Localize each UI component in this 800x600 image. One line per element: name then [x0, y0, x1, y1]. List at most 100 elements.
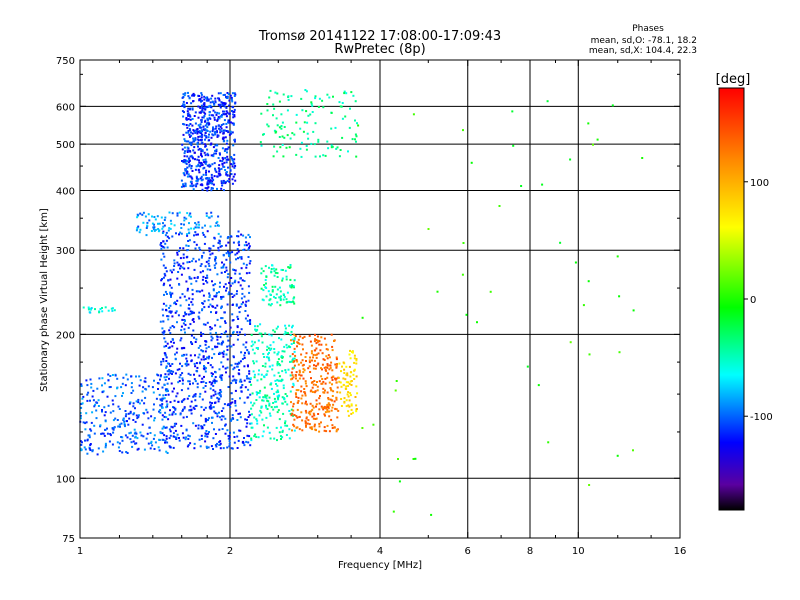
echo-point	[186, 287, 189, 290]
echo-point	[190, 342, 193, 345]
echo-point	[222, 94, 225, 96]
echo-point	[159, 409, 162, 411]
echo-point	[132, 413, 135, 416]
echo-point	[273, 406, 276, 409]
echo-point	[226, 139, 229, 142]
echo-point	[224, 432, 227, 435]
echo-point	[291, 132, 294, 135]
echo-point	[195, 185, 198, 188]
echo-point	[236, 290, 238, 293]
echo-point	[240, 328, 243, 331]
echo-point	[93, 432, 96, 435]
echo-point	[213, 103, 216, 106]
echo-point	[231, 182, 234, 185]
echo-point	[180, 400, 183, 403]
echo-point	[201, 398, 204, 401]
echo-point	[310, 350, 313, 353]
echo-point	[282, 93, 285, 96]
echo-point	[227, 252, 230, 255]
echo-point	[234, 404, 237, 407]
echo-point	[281, 279, 284, 282]
echo-point	[239, 305, 242, 308]
echo-point	[298, 377, 301, 380]
echo-point	[188, 165, 191, 168]
echo-point	[225, 330, 227, 333]
echo-point	[253, 416, 256, 419]
echo-point	[135, 400, 138, 403]
echo-point	[173, 326, 176, 329]
echo-point	[322, 391, 325, 394]
echo-point	[211, 305, 214, 308]
echo-point	[225, 252, 228, 255]
echo-point	[160, 374, 162, 377]
echo-point	[251, 392, 254, 395]
echo-point	[333, 400, 336, 403]
echo-point	[186, 166, 189, 169]
echo-point	[176, 214, 179, 217]
echo-point	[188, 277, 191, 280]
echo-point	[168, 307, 171, 309]
echo-point	[310, 101, 313, 104]
echo-point	[233, 92, 236, 95]
echo-point	[222, 132, 225, 135]
echo-point	[327, 407, 330, 410]
echo-point	[217, 249, 220, 252]
echo-point	[204, 406, 207, 409]
echo-point	[287, 332, 289, 335]
echo-point	[109, 375, 112, 377]
echo-point	[198, 95, 201, 97]
echo-point	[183, 111, 185, 114]
echo-point	[133, 432, 136, 435]
echo-point	[120, 422, 123, 425]
echo-point	[163, 415, 166, 418]
echo-point	[317, 140, 320, 143]
echo-point	[336, 391, 339, 394]
echo-point	[166, 390, 169, 392]
echo-point	[313, 340, 316, 343]
echo-point	[169, 326, 172, 329]
echo-point	[301, 109, 304, 112]
echo-point	[82, 421, 85, 424]
echo-point	[191, 93, 194, 96]
echo-point	[212, 109, 215, 112]
echo-point	[322, 380, 325, 383]
echo-point	[220, 343, 223, 346]
echo-point	[244, 351, 246, 354]
echo-point	[164, 234, 167, 237]
echo-point	[200, 135, 203, 138]
echo-point	[197, 155, 200, 158]
echo-point	[315, 339, 318, 342]
echo-point	[168, 437, 171, 440]
echo-point	[239, 416, 242, 419]
echo-point	[250, 439, 253, 442]
echo-point	[245, 425, 248, 428]
echo-point	[226, 111, 229, 114]
echo-point	[202, 251, 205, 254]
echo-point	[219, 374, 222, 377]
echo-point	[124, 415, 127, 418]
echo-point	[195, 183, 198, 186]
echo-point	[283, 345, 286, 348]
echo-point	[195, 165, 198, 168]
echo-point	[327, 354, 330, 357]
echo-point	[295, 377, 297, 380]
echo-point	[231, 296, 234, 298]
echo-point	[272, 329, 275, 332]
echo-point	[181, 293, 184, 296]
echo-point	[229, 402, 232, 405]
echo-point	[214, 283, 217, 286]
echo-point	[89, 428, 92, 431]
echo-point	[264, 279, 267, 281]
echo-point	[147, 385, 150, 388]
echo-point	[184, 139, 187, 142]
echo-point	[176, 433, 179, 436]
echo-point	[354, 396, 357, 398]
echo-point	[239, 429, 242, 432]
echo-point	[248, 291, 251, 294]
echo-point	[213, 118, 216, 121]
echo-point	[257, 373, 260, 376]
echo-point	[168, 211, 171, 214]
echo-point	[165, 356, 168, 359]
echo-point	[275, 293, 278, 296]
echo-point	[238, 244, 241, 247]
